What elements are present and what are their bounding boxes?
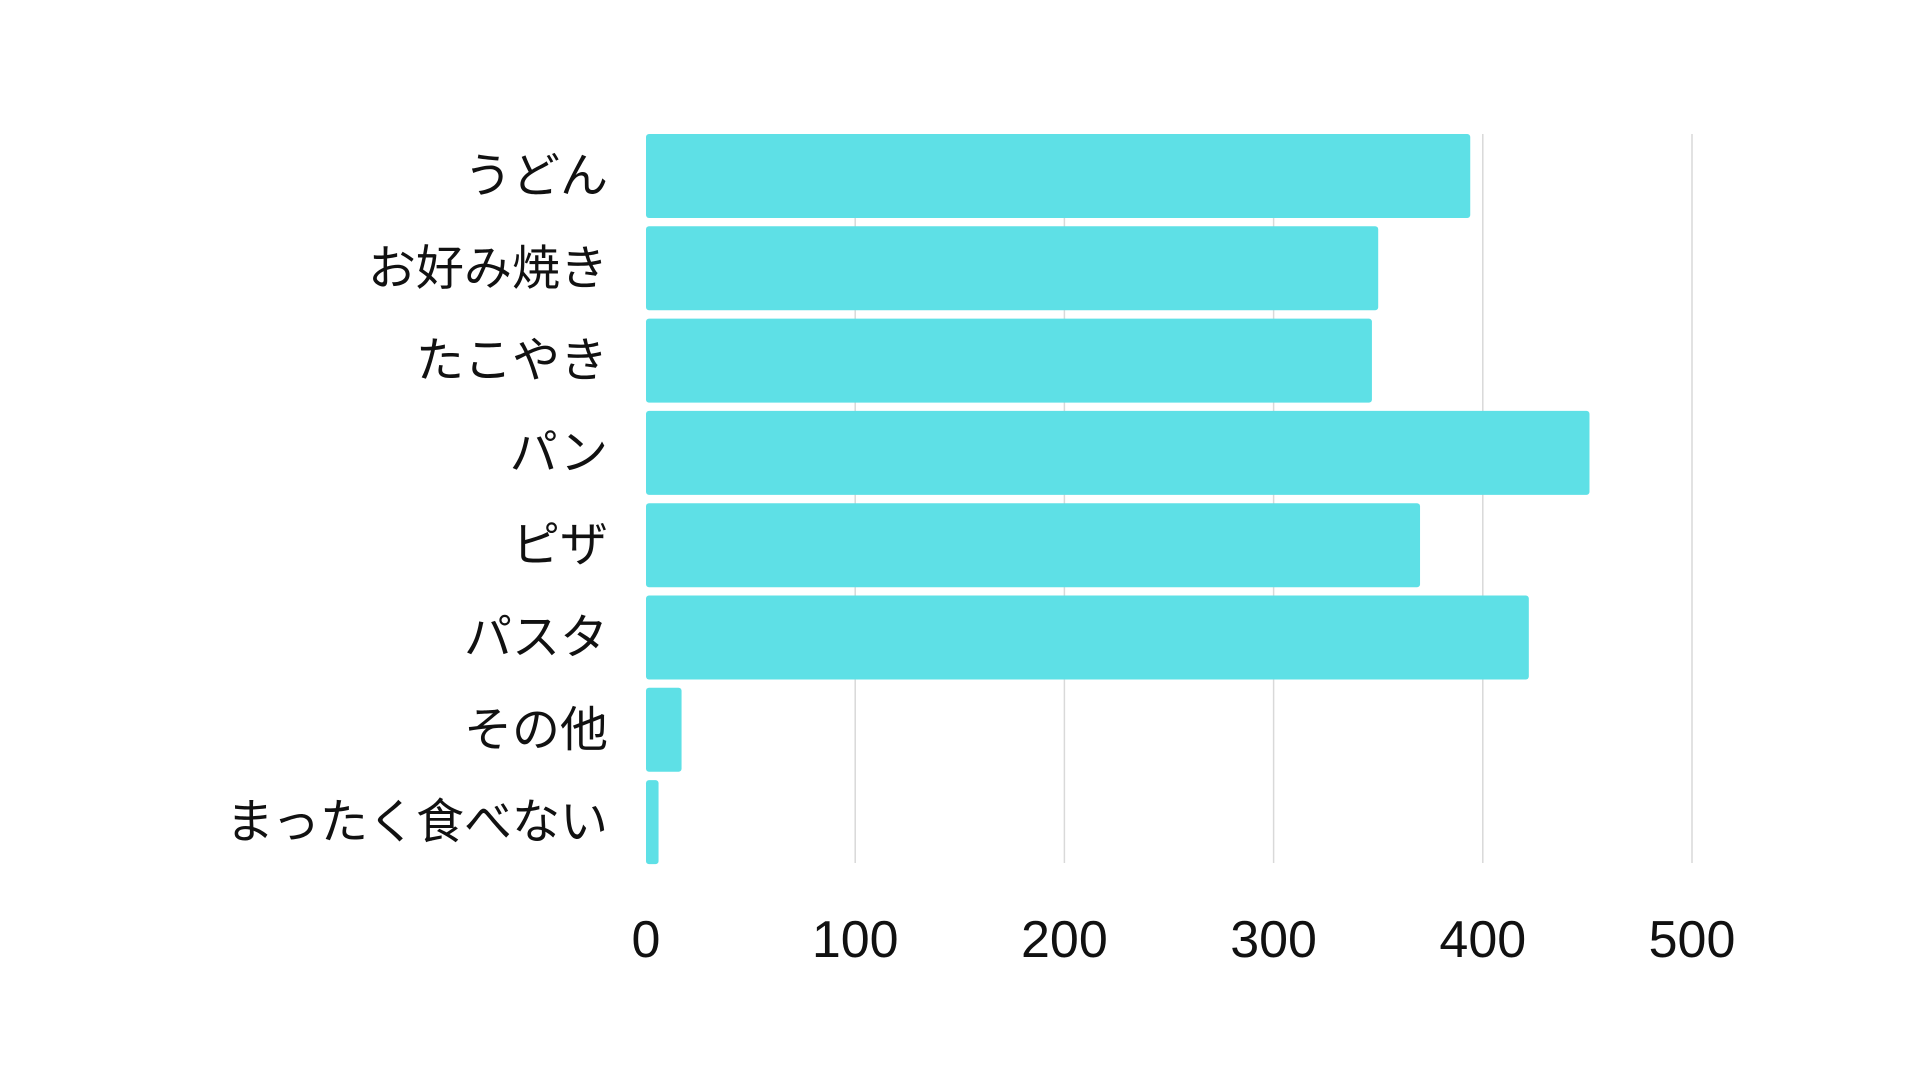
x-tick-label: 100 [812, 911, 899, 969]
x-tick-label: 0 [632, 911, 661, 969]
bar-0 [646, 134, 1471, 218]
bar-4 [646, 503, 1421, 588]
x-axis-ticks: 0 100 200 300 400 500 [632, 911, 1736, 969]
category-label: ピザ [512, 517, 608, 573]
category-label: パスタ [464, 610, 608, 666]
bar-1 [646, 226, 1379, 311]
category-label: お好み焼き [368, 240, 608, 296]
x-tick-label: 200 [1021, 911, 1108, 969]
bars [646, 134, 1590, 865]
x-tick-label: 400 [1439, 911, 1526, 969]
bar-2 [646, 318, 1372, 403]
bar-7 [646, 780, 659, 865]
x-tick-label: 500 [1649, 911, 1736, 969]
bar-3 [646, 410, 1590, 495]
category-label: その他 [464, 702, 608, 758]
category-label: まったく食べない [226, 794, 608, 850]
bar-5 [646, 595, 1529, 680]
bar-6 [646, 687, 682, 772]
x-tick-label: 300 [1230, 911, 1317, 969]
category-label: うどん [464, 148, 608, 204]
category-label: たこやき [416, 333, 608, 389]
category-label: パン [510, 425, 608, 481]
